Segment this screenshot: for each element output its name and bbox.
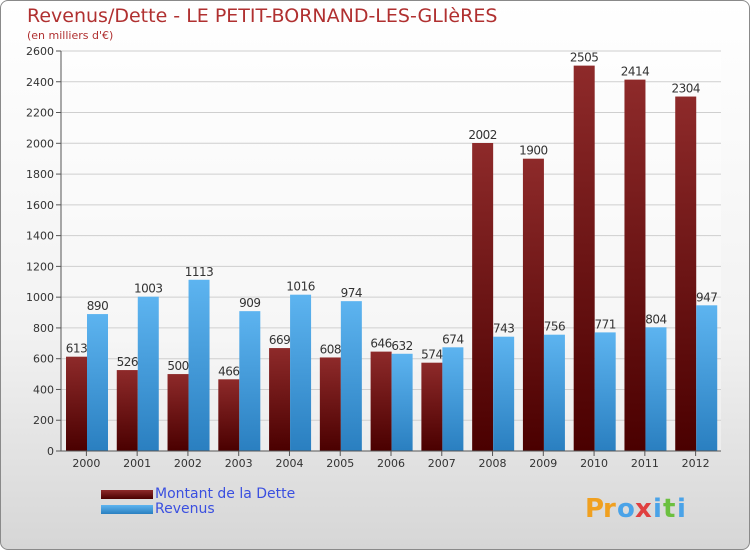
bar-revenue-2008 [493,336,515,451]
x-tick-label-2011: 2011 [631,457,659,470]
value-label-revenue-2011: 804 [645,312,666,326]
x-tick-label-2002: 2002 [174,457,202,470]
legend-label-debt: Montant de la Dette [155,486,296,502]
x-tick-label-2005: 2005 [326,457,354,470]
legend-item-debt: Montant de la Dette [101,487,295,502]
x-tick-label-2010: 2010 [580,457,608,470]
bar-debt-2012 [675,96,697,452]
logo-letter: i [653,494,662,524]
value-label-debt-2001: 526 [117,355,138,369]
bar-revenue-2003 [239,311,261,451]
x-tick-label-2006: 2006 [377,457,405,470]
value-label-revenue-2002: 1113 [185,265,214,279]
bar-debt-2008 [472,143,494,451]
bar-revenue-2011 [645,327,667,451]
logo-letter: r [603,494,616,524]
bar-debt-2009 [522,158,544,451]
bar-debt-2007 [421,362,443,451]
logo-letter: o [617,494,635,524]
logo-letter: P [585,494,604,524]
value-label-debt-2010: 2505 [570,51,599,65]
bar-debt-2004 [269,348,291,451]
value-label-debt-2007: 574 [421,348,442,362]
y-tick-label: 1000 [26,291,54,304]
x-tick-label-2004: 2004 [275,457,303,470]
y-tick-label: 1600 [26,199,54,212]
bar-revenue-2002 [188,279,210,451]
value-label-debt-2003: 466 [218,364,239,378]
value-label-debt-2004: 669 [269,333,290,347]
value-label-revenue-2012: 947 [696,290,717,304]
value-label-debt-2008: 2002 [468,128,497,142]
bar-revenue-2012 [696,305,718,451]
logo-letter: i [677,494,686,524]
value-label-debt-2006: 646 [370,337,391,351]
y-tick-label: 2000 [26,137,54,150]
bar-revenue-2005 [340,301,362,451]
x-tick-label-2007: 2007 [428,457,456,470]
x-tick-label-2008: 2008 [479,457,507,470]
y-tick-label: 1200 [26,260,54,273]
bar-debt-2002 [167,374,189,451]
legend-swatch-revenue [101,505,153,514]
x-tick-label-2009: 2009 [529,457,557,470]
y-tick-label: 2200 [26,107,54,120]
value-label-revenue-2010: 771 [594,317,615,331]
y-tick-label: 200 [33,414,54,427]
bar-debt-2011 [624,79,646,451]
x-tick-label-2000: 2000 [72,457,100,470]
x-tick-label-2001: 2001 [123,457,151,470]
value-label-debt-2009: 1900 [519,144,548,158]
bar-debt-2003 [218,379,240,451]
bar-debt-2006 [370,351,392,451]
legend-item-revenue: Revenus [101,502,295,517]
bar-debt-2001 [116,370,138,451]
legend-swatch-debt [101,490,153,499]
y-tick-label: 1400 [26,230,54,243]
bar-revenue-2004 [290,294,312,451]
bar-debt-2000 [66,356,87,451]
proxiti-logo: Pr o x i t i [585,494,686,524]
value-label-revenue-2003: 909 [239,296,260,310]
y-tick-label: 800 [33,322,54,335]
bar-debt-2005 [319,357,341,451]
value-label-debt-2012: 2304 [671,82,700,96]
value-label-revenue-2009: 756 [544,320,565,334]
bar-revenue-2010 [594,332,616,451]
value-label-revenue-2008: 743 [493,322,514,336]
y-tick-label: 600 [33,353,54,366]
value-label-debt-2005: 608 [320,342,341,356]
x-tick-label-2012: 2012 [682,457,710,470]
bar-debt-2010 [573,65,595,451]
legend: Montant de la Dette Revenus [101,487,295,517]
x-tick-label-2003: 2003 [225,457,253,470]
bar-revenue-2000 [87,314,108,451]
bar-revenue-2007 [442,347,464,451]
value-label-revenue-2004: 1016 [286,280,315,294]
value-label-revenue-2001: 1003 [134,282,163,296]
value-label-revenue-2006: 632 [391,339,412,353]
y-tick-label: 2600 [26,45,54,58]
chart-subtitle: (en milliers d'€) [27,29,114,42]
bar-revenue-2006 [391,353,413,451]
y-tick-label: 0 [47,445,54,458]
value-label-debt-2002: 500 [167,359,188,373]
bar-revenue-2001 [137,296,159,451]
logo-letter: t [663,494,675,524]
legend-label-revenue: Revenus [155,501,215,517]
logo-letter: x [635,494,652,524]
value-label-revenue-2000: 890 [87,299,108,313]
y-tick-label: 2400 [26,76,54,89]
chart-title: Revenus/Dette - LE PETIT-BORNAND-LES-GLI… [27,5,498,27]
value-label-revenue-2007: 674 [442,332,463,346]
y-tick-label: 1800 [26,168,54,181]
y-tick-label: 400 [33,383,54,396]
value-label-debt-2011: 2414 [621,65,650,79]
value-label-debt-2000: 613 [66,342,87,356]
bar-revenue-2009 [543,334,565,451]
value-label-revenue-2005: 974 [341,286,362,300]
